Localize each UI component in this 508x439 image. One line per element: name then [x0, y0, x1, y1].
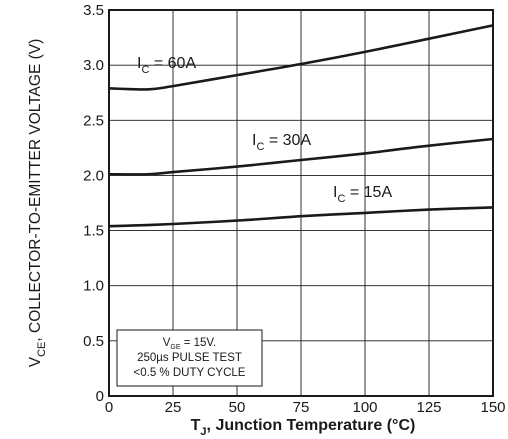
y-axis-label-rest: , COLLECTOR-TO-EMITTER VOLTAGE (V) [27, 39, 44, 342]
curve-label-15a-rest: = 15A [345, 184, 392, 201]
x-tick-label: 150 [480, 399, 505, 416]
x-tick-label: 125 [416, 399, 441, 416]
x-axis-label-sub: J [200, 426, 206, 438]
curve-ic-15a [108, 206, 494, 228]
y-tick-label: 2.0 [83, 167, 104, 184]
y-tick-label: 0 [96, 388, 104, 405]
curve-label-60a-main: I [137, 55, 141, 72]
curve-label-15a-sub: C [337, 193, 345, 205]
x-axis-label-main: T [191, 417, 201, 434]
curve-label-60a-rest: = 60A [149, 55, 196, 72]
curve-label-15a: IC = 15A [333, 184, 392, 205]
x-tick-label: 75 [293, 399, 310, 416]
plot-frame [108, 9, 494, 397]
y-tick-label: 2.5 [83, 112, 104, 129]
y-tick-label: 3.5 [83, 2, 104, 19]
test-conditions-vge-rest: = 15V. [181, 337, 217, 349]
curve-label-30a: IC = 30A [252, 132, 311, 153]
curve-ic-30a [108, 137, 494, 176]
curve-label-15a-main: I [333, 184, 337, 201]
y-tick-label: 0.5 [83, 333, 104, 350]
curve-label-30a-main: I [252, 132, 256, 149]
y-axis-label-main: V [27, 356, 44, 367]
x-axis-label: TJ, Junction Temperature (°C) [191, 417, 416, 438]
test-conditions-line1: VGE = 15V. [163, 337, 217, 351]
x-axis-label-rest: , Junction Temperature (°C) [207, 417, 416, 434]
test-conditions-line2: 250µs PULSE TEST [137, 352, 242, 364]
curve-label-30a-sub: C [256, 141, 264, 153]
curve-label-30a-rest: = 30A [264, 132, 311, 149]
curve-ic-60a [108, 24, 494, 91]
y-tick-label: 1.0 [83, 278, 104, 295]
test-conditions-vge-main: V [163, 337, 171, 349]
x-tick-label: 100 [352, 399, 377, 416]
y-axis-label: VCE, COLLECTOR-TO-EMITTER VOLTAGE (V) [27, 39, 48, 367]
test-conditions-line3: <0.5 % DUTY CYCLE [134, 367, 246, 379]
curve-label-60a-sub: C [141, 64, 149, 76]
y-tick-label: 1.5 [83, 223, 104, 240]
axis-ticks: 0 25 50 75 100 125 150 0 0.5 1.0 1.5 2.0 2.5 3.0 3.5 [83, 2, 505, 416]
y-tick-label: 3.0 [83, 57, 104, 74]
test-conditions-box [116, 329, 263, 387]
x-tick-label: 0 [105, 399, 113, 416]
y-axis-label-sub: CE [36, 342, 48, 357]
test-conditions-vge-sub: GE [170, 344, 180, 351]
curve-label-60a: IC = 60A [137, 55, 196, 76]
x-tick-label: 50 [229, 399, 246, 416]
data-curves [108, 24, 494, 228]
x-tick-label: 25 [165, 399, 182, 416]
